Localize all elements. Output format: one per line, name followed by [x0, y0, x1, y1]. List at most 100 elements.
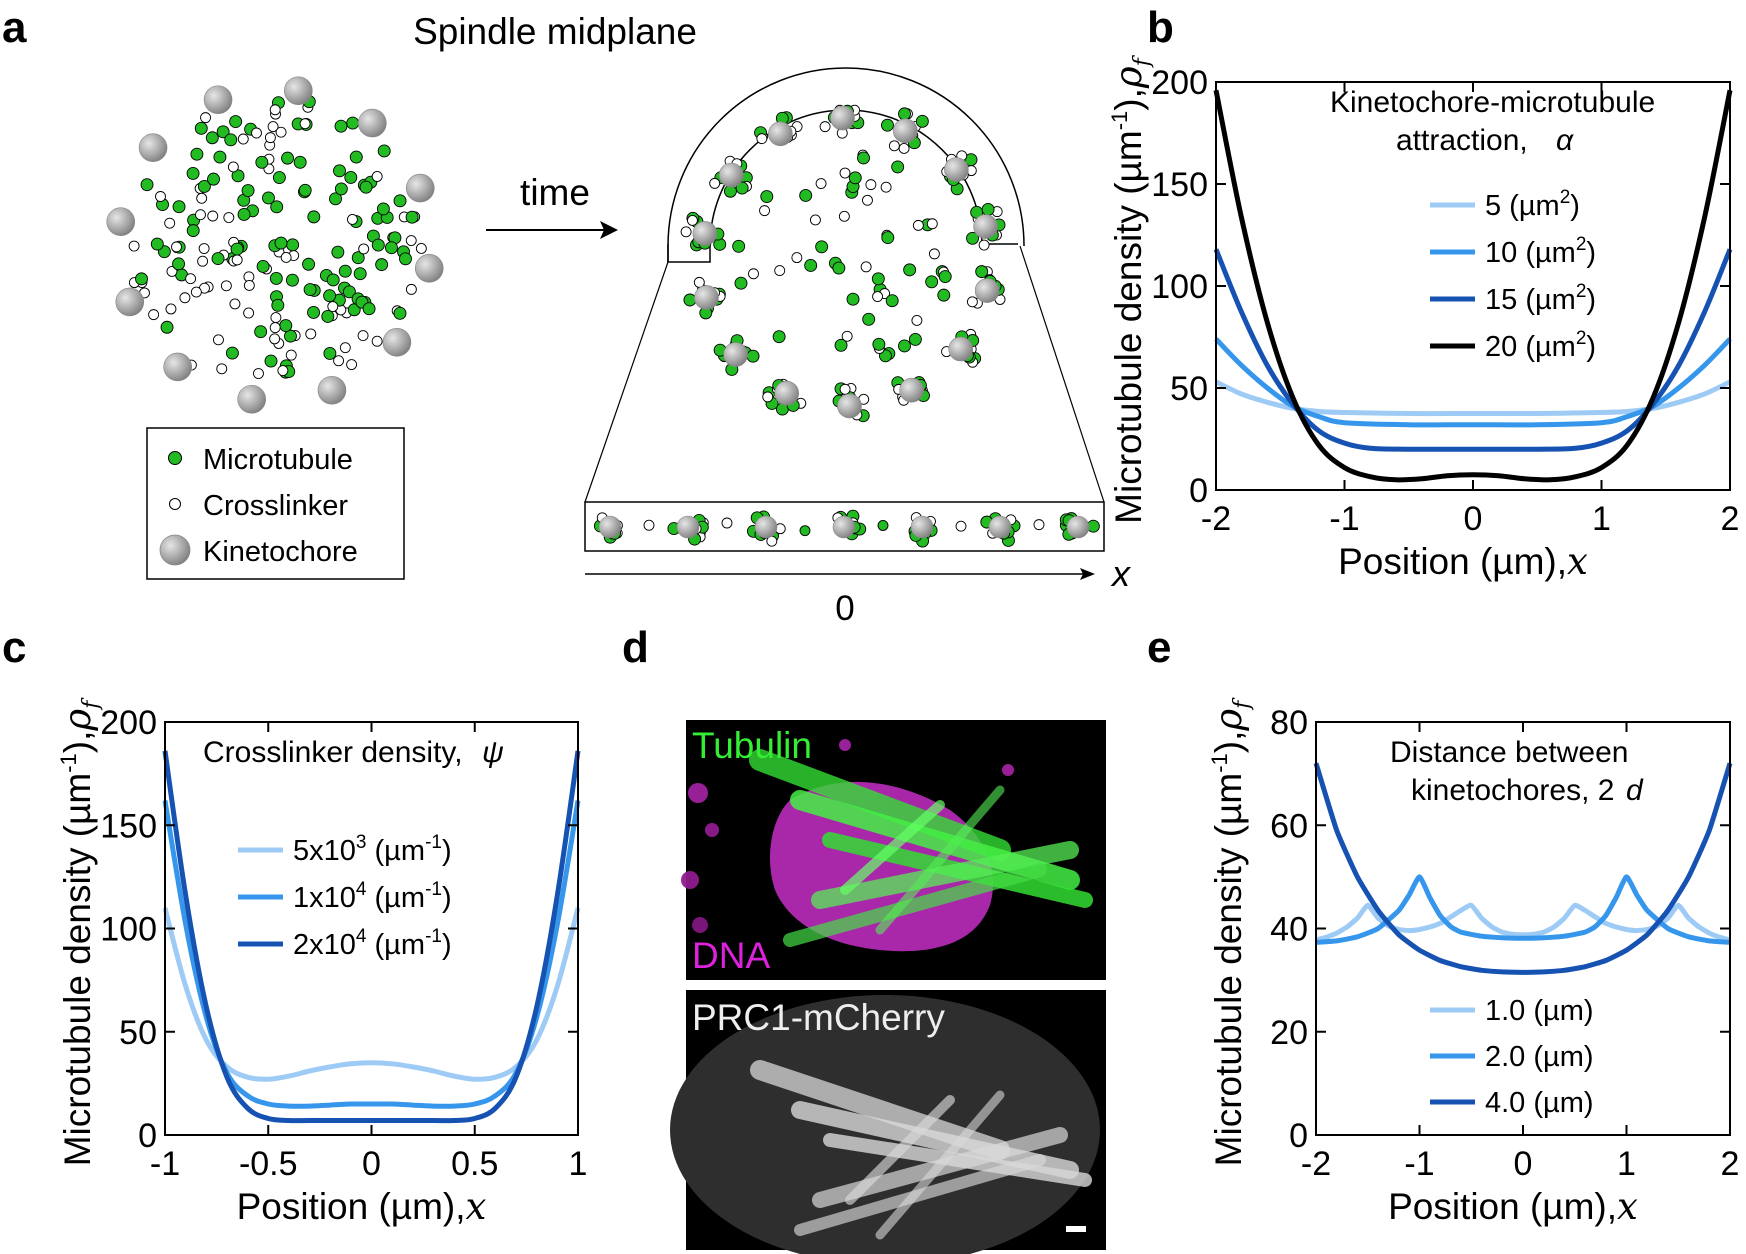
x-tick-label: -2	[1201, 500, 1231, 538]
microtubule-dot	[871, 272, 885, 286]
legend-close: )	[1570, 190, 1580, 222]
microtubule-dot	[329, 192, 342, 206]
chart-e-legend-var: d	[1626, 774, 1644, 807]
kinetochore-dot	[974, 278, 1000, 303]
crosslinker-dot	[339, 342, 351, 354]
microtubule-dot	[344, 170, 358, 184]
y-tick-label: 50	[1170, 370, 1208, 408]
legend-label-c-1: 1x104 (µm-1)	[293, 879, 452, 914]
microtubule-dot	[734, 276, 748, 290]
microtubule-dot	[376, 202, 390, 216]
microtubule-marker	[168, 451, 182, 465]
free-dot	[799, 525, 811, 537]
microtubule-dot	[254, 325, 268, 339]
chart-e-legend-title-2: kinetochores, 2	[1411, 774, 1614, 807]
panel-letter-e: e	[1147, 623, 1171, 672]
microtubule-dot	[966, 231, 979, 245]
y-tick-label: 100	[1151, 268, 1208, 306]
microtubule-dot	[334, 119, 348, 133]
microtubule-dot	[207, 172, 220, 186]
microtubule-dot	[224, 133, 238, 147]
legend-label-microtubule: Microtubule	[203, 444, 353, 476]
micrograph-tubulin-dna: Tubulin DNA	[681, 720, 1106, 980]
arch-outline	[667, 67, 1025, 262]
microtubule-dot	[359, 180, 373, 194]
crosslinker-dot	[371, 335, 383, 347]
x-axis-label: Position (µm),x	[1388, 1185, 1638, 1228]
microtubule-dot	[186, 224, 200, 238]
y-axis-label-close: ),	[1108, 88, 1149, 111]
y-tick-label: 150	[1151, 166, 1208, 204]
y-axis-var: ρ	[56, 709, 99, 732]
crosslinker-dot	[212, 334, 224, 346]
microtubule-dot	[346, 116, 360, 130]
kinetochore-marker	[159, 534, 191, 566]
kinetochore-dot	[944, 157, 969, 182]
panel-c: c -1 -0.5 0 0.5 1 0 50 100 150 200 Position (µm),x…	[2, 623, 587, 1228]
y-axis-var: ρ	[1207, 709, 1250, 732]
crosslinker-dot	[759, 205, 771, 217]
series-line-b-0	[1214, 379, 1732, 417]
legend-label-b-0: 5 (µm2)	[1485, 187, 1580, 222]
microtubule-dot	[286, 238, 300, 252]
legend-close: )	[1586, 237, 1596, 269]
microtubule-dot	[274, 236, 288, 250]
microtubule-dot	[186, 166, 200, 180]
series-line-e-1	[1315, 874, 1731, 945]
microtubule-dot	[405, 210, 419, 224]
crosslinker-dot	[978, 239, 990, 251]
crosslinker-dot	[251, 127, 262, 139]
kinetochore-dot	[718, 162, 744, 188]
microtubule-dot	[362, 302, 376, 316]
kinetochore-dot	[754, 515, 778, 539]
microtubule-dot	[264, 354, 278, 368]
initial-state-diagram	[106, 76, 444, 414]
microtubule-dot	[338, 264, 352, 278]
legend-label-b-3: 20 (µm2)	[1485, 328, 1596, 363]
legend-label-b-1: 10 (µm2)	[1485, 234, 1596, 269]
x-axis-label: Position (µm),x	[1338, 540, 1588, 583]
crosslinker-dot	[171, 241, 182, 253]
crosslinker-dot	[762, 391, 774, 403]
microtubule-dot	[302, 257, 316, 271]
crosslinker-dot	[333, 355, 345, 367]
kinetochore-dot	[774, 380, 800, 406]
microtubule-dot	[331, 245, 345, 259]
kinetochore-dot	[358, 108, 387, 138]
microtubule-dot	[303, 283, 317, 297]
crosslinker-dot	[227, 161, 239, 173]
microtubule-dot	[150, 237, 164, 251]
crosslinker-dot	[928, 248, 940, 260]
x-axis-var: x	[1567, 540, 1588, 583]
free-dot	[721, 517, 733, 529]
crosslinker-dot	[357, 330, 369, 342]
crosslinker-dot	[774, 265, 786, 277]
y-tick-label: 0	[138, 1117, 157, 1155]
series-line-e-2	[1313, 762, 1733, 975]
microtubule-dot	[760, 190, 774, 204]
crosslinker-dot	[911, 314, 923, 326]
crosslinker-dot	[880, 181, 892, 193]
kinetochore-dot	[203, 85, 233, 115]
chart-c: -1 -0.5 0 0.5 1 0 50 100 150 200 Position (µm),x Mi…	[56, 697, 587, 1228]
y-tick-label: 60	[1270, 807, 1308, 845]
kinetochore-dot	[768, 121, 793, 147]
microtubule-dot	[399, 252, 412, 266]
panel-letter-a: a	[2, 3, 27, 52]
kinetochore-dot	[830, 105, 855, 131]
x-tick-label: 0	[362, 1145, 381, 1183]
kinetochore-dot	[973, 214, 998, 239]
chart-b-legend-title-2: attraction,	[1396, 124, 1528, 157]
y-tick-label: 0	[1289, 1117, 1308, 1155]
crosslinker-dot	[196, 192, 208, 204]
panel-letter-d: d	[622, 623, 649, 672]
kinetochore-dot	[115, 287, 145, 317]
crosslinker-dot	[415, 242, 427, 254]
legend-sup: 4	[356, 879, 367, 900]
crosslinker-dot	[269, 104, 281, 116]
microtubule-dot	[197, 179, 211, 193]
strip-axis-var: x	[1110, 553, 1132, 594]
microtubule-dot	[237, 207, 251, 221]
legend-kinetochore: Kinetochore	[159, 534, 358, 568]
